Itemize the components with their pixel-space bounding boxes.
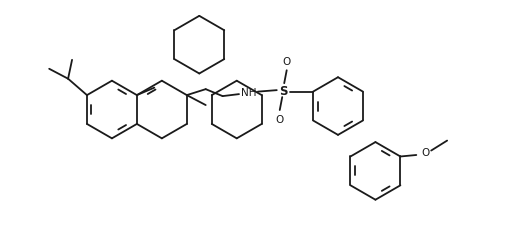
Text: O: O bbox=[276, 114, 284, 124]
Text: NH: NH bbox=[241, 88, 256, 98]
Text: S: S bbox=[279, 84, 288, 97]
Text: O: O bbox=[421, 147, 429, 157]
Text: O: O bbox=[282, 57, 291, 67]
